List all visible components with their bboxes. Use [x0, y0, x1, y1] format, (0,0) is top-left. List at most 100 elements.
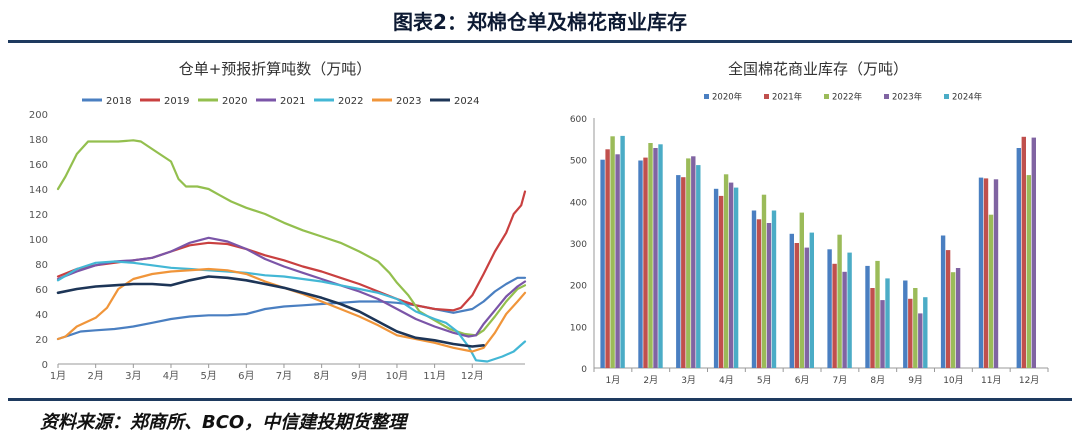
left-y-tick-label: 140 — [29, 185, 48, 196]
right-chart-axes: 0 100 200 300 400 500 600 1月 2月 3月 4月 5月 6月 7月 8月 9月 10月… — [570, 115, 1049, 386]
left-x-tick-label: 2月 — [87, 370, 103, 382]
left-x-tick-label: 9月 — [351, 370, 367, 382]
right-chart-legend: 2020年 2021年 2022年 2023年 2024年 — [704, 92, 983, 103]
bar-2022年-10月 — [950, 272, 956, 368]
bar-2024年-2月 — [658, 144, 663, 369]
left-line-chart: 仓单+预报折算吨数（万吨） 2018 2019 2020 2021 2022 2023 20… — [29, 60, 527, 382]
right-x-tick-label: 6月 — [795, 375, 810, 386]
bar-2020年-5月 — [751, 210, 757, 368]
bar-2021年-11月 — [983, 178, 989, 368]
right-x-tick-label: 12月 — [1019, 375, 1039, 386]
bar-2021年-6月 — [794, 243, 799, 368]
legend-label-2020: 2020 — [222, 96, 247, 107]
bar-2024年-9月 — [923, 297, 928, 368]
right-x-tick-label: 1月 — [606, 375, 621, 386]
legend-label-2024年: 2024年 — [952, 92, 983, 103]
right-x-tick-label: 5月 — [757, 375, 772, 386]
bar-2020年-7月 — [827, 249, 832, 369]
bar-2023年-3月 — [691, 156, 696, 368]
bar-2023年-7月 — [842, 271, 847, 369]
left-y-tick-label: 0 — [42, 360, 48, 371]
left-x-tick-label: 10月 — [386, 370, 409, 382]
bar-2021年-4月 — [718, 195, 724, 368]
bar-2023年-11月 — [993, 179, 999, 369]
right-y-tick-label: 400 — [570, 198, 587, 208]
bar-2021年-3月 — [681, 177, 686, 368]
right-chart-bars — [600, 135, 1036, 369]
bar-2022年-3月 — [686, 158, 691, 368]
legend-label-2020年: 2020年 — [712, 92, 743, 103]
legend-swatch-2020年 — [704, 94, 709, 99]
bar-2020年-4月 — [713, 188, 719, 368]
bar-2023年-10月 — [955, 268, 961, 368]
left-x-tick-label: 7月 — [276, 370, 292, 382]
bar-2024年-3月 — [696, 165, 701, 368]
bar-2022年-5月 — [761, 194, 767, 368]
legend-label-2022年: 2022年 — [832, 92, 863, 103]
bar-2022年-12月 — [1026, 175, 1031, 368]
bar-2023年-9月 — [918, 313, 923, 368]
right-y-tick-label: 200 — [570, 282, 587, 292]
left-y-tick-label: 80 — [35, 260, 48, 271]
left-y-tick-label: 100 — [29, 235, 48, 246]
bar-2020年-11月 — [978, 177, 984, 368]
right-x-tick-label: 10月 — [943, 375, 963, 386]
page-title: 图表2：郑棉仓单及棉花商业库存 — [393, 10, 687, 34]
bar-2021年-10月 — [945, 250, 951, 368]
bar-2024年-4月 — [733, 187, 739, 368]
title-rule — [8, 40, 1072, 43]
bar-2021年-8月 — [870, 288, 875, 368]
bar-2023年-4月 — [728, 182, 734, 368]
left-x-tick-label: 12月 — [461, 370, 484, 382]
bar-2023年-6月 — [804, 247, 809, 368]
series-line-2018 — [56, 276, 527, 341]
left-chart-series — [56, 139, 527, 363]
bar-2021年-7月 — [832, 263, 837, 368]
left-y-tick-label: 120 — [29, 210, 48, 221]
bar-2020年-9月 — [903, 280, 908, 368]
right-x-tick-label: 7月 — [833, 375, 848, 386]
left-y-tick-label: 200 — [29, 110, 48, 121]
bar-2023年-5月 — [766, 223, 772, 368]
right-y-tick-label: 100 — [570, 323, 587, 333]
legend-label-2024: 2024 — [454, 96, 479, 107]
left-y-tick-label: 60 — [35, 285, 48, 296]
bar-2024年-8月 — [885, 278, 890, 368]
left-x-tick-label: 11月 — [423, 370, 446, 382]
bar-2020年-3月 — [676, 175, 681, 368]
bar-2023年-12月 — [1031, 137, 1036, 368]
series-line-2020 — [56, 139, 527, 337]
right-y-tick-label: 500 — [570, 157, 587, 167]
legend-label-2021年: 2021年 — [772, 92, 803, 103]
legend-swatch-2023年 — [884, 94, 889, 99]
legend-label-2023: 2023 — [396, 96, 421, 107]
bar-2020年-2月 — [638, 160, 643, 368]
bar-2023年-8月 — [880, 300, 885, 368]
right-x-tick-label: 4月 — [719, 375, 734, 386]
bar-2022年-6月 — [799, 212, 804, 368]
right-x-tick-label: 2月 — [643, 375, 658, 386]
right-y-tick-label: 600 — [570, 115, 587, 125]
legend-swatch-2021年 — [764, 94, 769, 99]
right-x-tick-label: 11月 — [981, 375, 1001, 386]
legend-swatch-2024年 — [944, 94, 949, 99]
bar-2020年-10月 — [940, 235, 946, 368]
right-x-tick-label: 9月 — [908, 375, 923, 386]
bar-2021年-12月 — [1021, 136, 1026, 369]
footer-rule — [8, 398, 1072, 401]
bar-2022年-8月 — [875, 260, 880, 368]
bar-2022年-11月 — [988, 214, 994, 368]
source-note: 资料来源：郑商所、BCO，中信建投期货整理 — [40, 412, 407, 433]
left-chart-axes: 0 20 40 60 80 100 120 140 160 180 200 1月 2月 3月 4月 5月 6月 7… — [29, 110, 525, 382]
left-y-tick-label: 160 — [29, 160, 48, 171]
right-y-tick-label: 300 — [570, 240, 587, 250]
bar-2022年-9月 — [913, 288, 918, 368]
bar-2024年-5月 — [771, 210, 777, 368]
left-chart-legend: 2018 2019 2020 2021 2022 2023 2024 — [82, 96, 479, 107]
bar-2022年-2月 — [648, 143, 653, 368]
series-line-2019 — [56, 190, 527, 312]
left-x-tick-label: 4月 — [163, 370, 179, 382]
legend-label-2018: 2018 — [106, 96, 131, 107]
bar-2022年-4月 — [723, 174, 729, 369]
bar-2021年-2月 — [643, 157, 648, 368]
